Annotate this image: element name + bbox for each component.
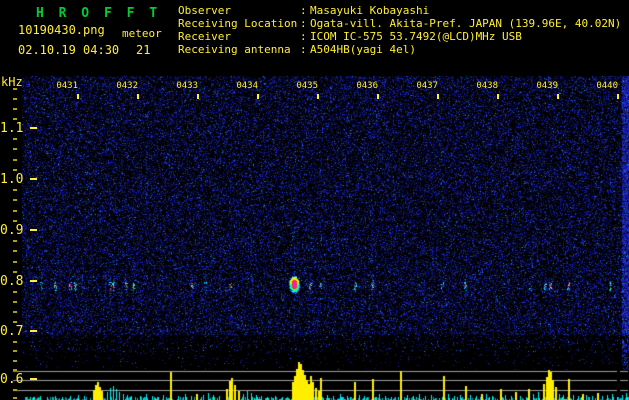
info-separator: : [300, 17, 307, 30]
time-tick-label: 0439 [536, 81, 558, 91]
time-tick-label: 0432 [116, 81, 138, 91]
freq-major-tick [30, 178, 37, 180]
time-tick-label: 0436 [356, 81, 378, 91]
freq-minor-tick [13, 189, 17, 191]
freq-minor-tick [13, 291, 17, 293]
observation-datetime: 02.10.19 04:30 [18, 43, 120, 57]
observation-mode: meteor [122, 27, 162, 40]
time-tick-label: 0438 [476, 81, 498, 91]
time-tick [197, 94, 199, 99]
freq-minor-tick [13, 210, 17, 212]
freq-tick-label: 0.9 [0, 223, 24, 238]
freq-minor-tick [13, 369, 17, 371]
info-row-2: Receiver: ICOM IC-575 53.7492(@LCD)MHz US… [178, 30, 621, 43]
freq-major-tick [30, 280, 37, 282]
time-tick [137, 94, 139, 99]
freq-minor-tick [13, 301, 17, 303]
freq-tick-label: 1.0 [0, 172, 24, 187]
freq-minor-tick [13, 397, 17, 399]
receiver-info-block: Observer: Masayuki Kobayashi Receiving Loc… [178, 4, 621, 56]
freq-minor-tick [13, 341, 17, 343]
freq-minor-tick [13, 98, 17, 100]
freq-minor-tick [13, 250, 17, 252]
info-value: Ogata-vill. Akita-Pref. JAPAN (139.96E, … [310, 17, 622, 30]
freq-major-tick [30, 378, 37, 380]
freq-tick-label: 0.7 [0, 324, 24, 339]
time-tick [557, 94, 559, 99]
info-separator: : [300, 43, 307, 56]
freq-tick-label: 0.6 [0, 372, 24, 387]
echo-count: 21 [136, 43, 151, 57]
freq-minor-tick [13, 148, 17, 150]
freq-minor-tick [13, 199, 17, 201]
freq-minor-tick [13, 350, 17, 352]
freq-minor-tick [13, 321, 17, 323]
freq-minor-tick [13, 169, 17, 171]
freq-minor-tick [13, 118, 17, 120]
time-tick [77, 94, 79, 99]
info-label: Receiving Location [178, 17, 298, 30]
freq-minor-tick [13, 360, 17, 362]
time-tick-label: 0435 [296, 81, 318, 91]
freq-minor-tick [13, 311, 17, 313]
freq-axis-unit-label: kHz [1, 75, 23, 89]
freq-minor-tick [13, 108, 17, 110]
time-tick [317, 94, 319, 99]
freq-minor-tick [13, 261, 17, 263]
time-tick [377, 94, 379, 99]
freq-minor-tick [13, 138, 17, 140]
app-title: H R O F F T [36, 6, 161, 21]
time-tick [257, 94, 259, 99]
time-tick-label: 0433 [176, 81, 198, 91]
freq-minor-tick [13, 271, 17, 273]
info-row-1: Receiving Location: Ogata-vill. Akita-Pre… [178, 17, 621, 30]
time-tick [497, 94, 499, 99]
info-separator: : [300, 30, 307, 43]
freq-minor-tick [13, 240, 17, 242]
freq-minor-tick [13, 159, 17, 161]
info-label: Receiver [178, 30, 231, 43]
freq-minor-tick [13, 389, 17, 391]
freq-major-tick [30, 127, 37, 129]
freq-minor-tick [13, 220, 17, 222]
info-value: Masayuki Kobayashi [310, 4, 430, 17]
info-value: A504HB(yagi 4el) [310, 43, 416, 56]
time-tick-label: 0431 [56, 81, 78, 91]
output-filename: 10190430.png [18, 23, 105, 37]
info-label: Receiving antenna [178, 43, 291, 56]
info-label: Observer [178, 4, 231, 17]
freq-tick-label: 1.1 [0, 121, 24, 136]
freq-major-tick [30, 330, 37, 332]
time-tick [617, 94, 619, 99]
freq-tick-label: 0.8 [0, 274, 24, 289]
time-tick-label: 0440 [596, 81, 618, 91]
time-tick [437, 94, 439, 99]
info-value: ICOM IC-575 53.7492(@LCD)MHz USB [310, 30, 522, 43]
info-row-3: Receiving antenna: A504HB(yagi 4el) [178, 43, 621, 56]
freq-major-tick [30, 229, 37, 231]
freq-minor-tick [13, 88, 17, 90]
time-tick-label: 0434 [236, 81, 258, 91]
info-row-0: Observer: Masayuki Kobayashi [178, 4, 621, 17]
info-separator: : [300, 4, 307, 17]
time-tick-label: 0437 [416, 81, 438, 91]
